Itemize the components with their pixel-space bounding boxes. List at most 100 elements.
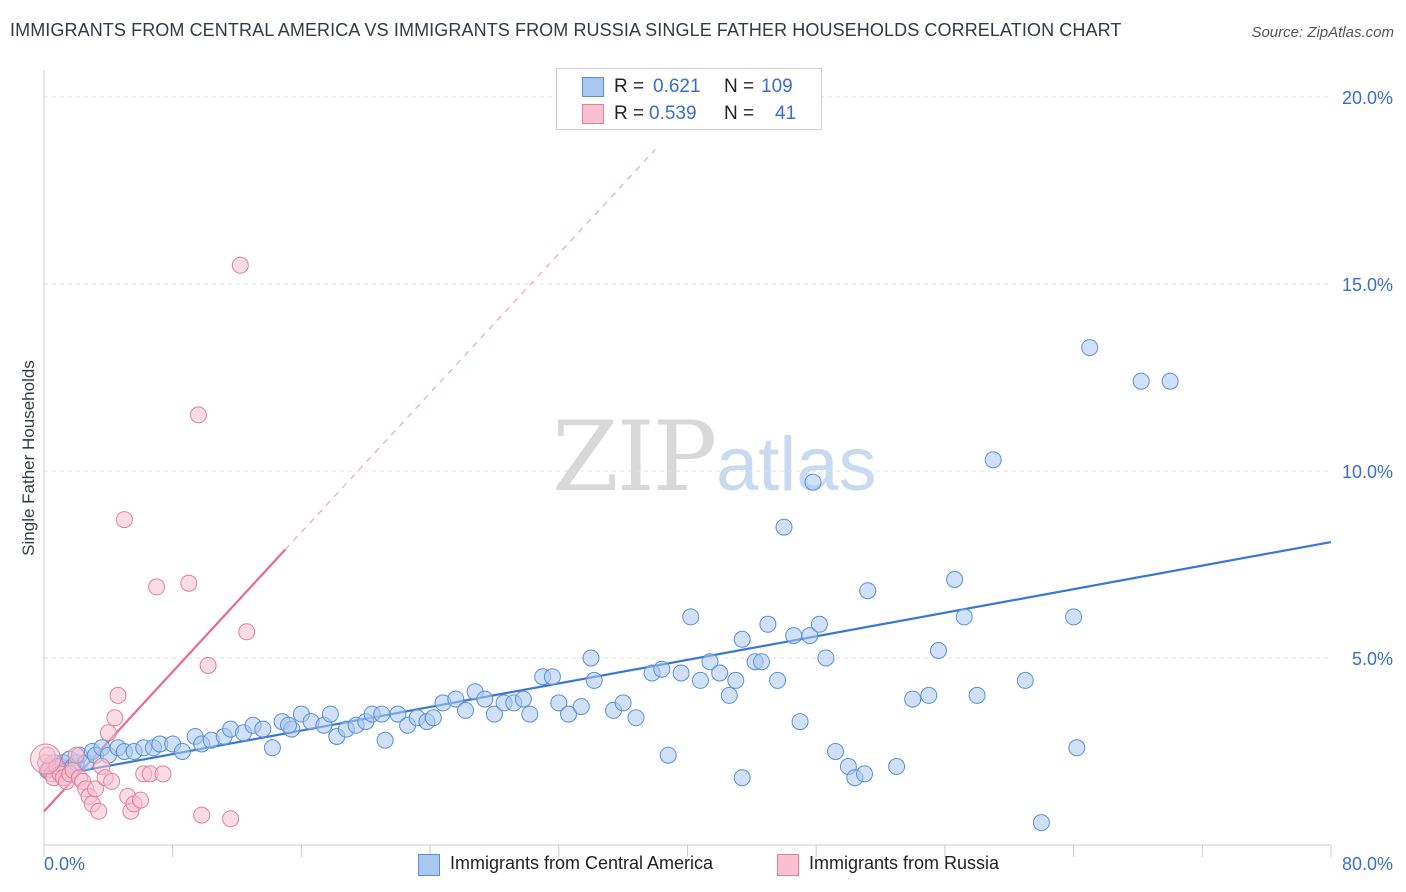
legend-item-russia: Immigrants from Russia [777,852,1037,878]
data-point-central-america [627,709,645,727]
watermark: ZIP atlas [552,401,877,513]
data-point-central-america [984,451,1002,469]
data-point-central-america [920,686,938,704]
stats-r-label: R = [614,76,645,97]
data-point-central-america [376,731,394,749]
stats-row-central-america: R = 0.621 N = 109 [557,74,821,100]
data-point-central-america [682,608,700,626]
data-point-central-america [457,701,474,719]
data-point-central-america [1068,739,1086,757]
source-credit: Source: ZipAtlas.com [1251,24,1394,41]
data-point-russia [154,765,172,783]
data-point-central-america [560,705,577,723]
watermark-atlas: atlas [716,422,877,507]
data-point-russia [30,743,62,775]
data-point-central-america [1065,608,1083,626]
data-point-central-america [485,705,503,723]
data-point-russia [222,810,240,828]
data-point-central-america [711,664,729,682]
data-point-central-america [653,660,671,678]
data-point-central-america [1132,372,1150,390]
data-point-central-america [550,694,568,712]
data-point-russia [99,724,117,742]
legend-item-central-america: Immigrants from Central America [418,852,758,878]
data-point-central-america [859,582,877,600]
stats-n-value: 41 [775,103,797,124]
legend-label-central-america: Immigrants from Central America [450,853,714,873]
data-point-central-america [1032,814,1050,832]
data-point-central-america [424,709,442,727]
data-point-central-america [585,671,603,689]
data-point-central-america [659,746,677,764]
data-point-central-america [727,671,745,689]
data-point-russia [180,574,198,592]
data-point-central-america [733,769,751,787]
data-point-central-america [888,758,906,775]
data-point-central-america [373,705,391,723]
data-point-central-america [769,671,787,689]
data-point-russia [67,746,85,764]
data-point-central-america [968,686,986,704]
data-point-central-america [582,649,600,667]
data-point-central-america [775,518,793,536]
tick-labels: 5.0% 10.0% 15.0% 20.0% 0.0% 80.0% [44,88,1393,874]
data-point-russia [87,780,104,798]
data-point-central-america [389,705,407,723]
data-point-russia [132,791,149,809]
y-axis-label: Single Father Households [19,360,38,556]
data-point-central-america [614,694,632,712]
stats-r-value: 0.539 [649,103,697,124]
data-point-russia [148,578,166,596]
stats-n-value: 109 [761,76,793,97]
data-point-russia [199,657,217,674]
data-point-central-america [543,668,561,686]
chart-title: IMMIGRANTS FROM CENTRAL AMERICA VS IMMIG… [10,20,1122,40]
data-point-central-america [955,608,973,626]
data-point-central-america [701,653,719,671]
data-point-central-america [946,571,964,588]
y-tick-label: 5.0% [1352,649,1393,669]
stats-swatch-central-america [582,77,604,97]
data-point-russia [103,772,121,790]
trend-line-central-america [43,540,1332,779]
stats-n-label: N = [724,76,755,97]
data-point-central-america [791,713,809,731]
data-point-central-america [691,671,709,689]
data-point-central-america [173,743,191,760]
data-point-central-america [447,690,465,708]
data-point-central-america [1161,372,1179,390]
data-point-central-america [753,653,770,671]
data-point-central-america [1016,671,1034,689]
data-point-central-america [827,743,844,760]
data-point-russia [106,709,124,727]
x-tick-label: 0.0% [44,854,85,874]
legend-label-russia: Immigrants from Russia [809,853,1000,873]
data-point-central-america [476,690,494,708]
stats-row-russia: R = 0.539 N = 41 [557,101,821,127]
y-tick-label: 15.0% [1342,275,1393,295]
data-point-russia [189,406,207,424]
y-tick-label: 20.0% [1342,88,1393,108]
data-point-central-america [904,690,922,708]
data-points [30,256,1179,832]
stats-r-label: R = [614,103,645,124]
data-point-central-america [572,698,590,716]
data-point-central-america [804,473,822,491]
data-point-central-america [733,630,751,648]
data-point-central-america [254,720,272,738]
data-point-russia [115,511,133,529]
data-point-central-america [1081,339,1099,357]
data-point-russia [109,686,127,704]
watermark-zip: ZIP [552,401,715,513]
axes [43,70,1332,857]
data-point-central-america [321,705,339,723]
legend-swatch-central-america [418,854,440,876]
stats-r-value: 0.621 [653,76,701,97]
data-point-russia [90,802,108,820]
data-point-central-america [785,627,803,645]
data-point-central-america [817,649,835,667]
data-point-central-america [263,739,281,757]
data-point-central-america [720,686,738,704]
data-point-central-america [514,690,532,708]
